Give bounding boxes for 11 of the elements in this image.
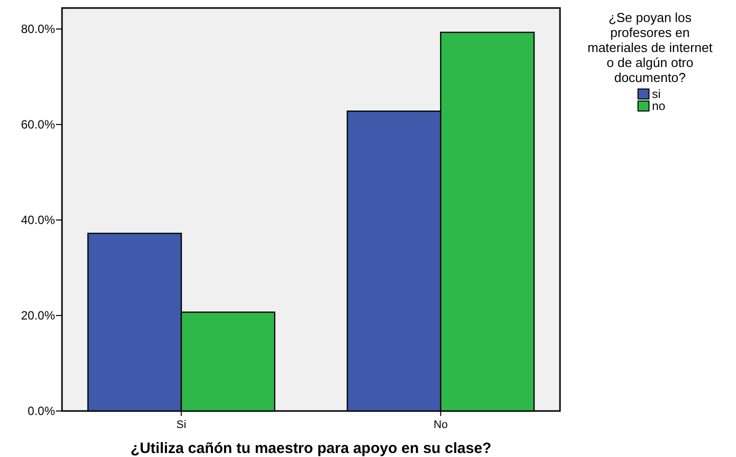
y-tick-label: 60.0% bbox=[20, 118, 56, 132]
legend-label: si bbox=[652, 87, 661, 101]
y-tick-label: 20.0% bbox=[20, 308, 56, 323]
legend-label: no bbox=[652, 99, 666, 113]
y-tick-label: 0.0% bbox=[28, 404, 56, 418]
x-axis-title: ¿Utiliza cañón tu maestro para apoyo en su clase? bbox=[130, 440, 492, 457]
y-tick-label: 40.0% bbox=[20, 213, 56, 228]
x-tick-label: No bbox=[434, 419, 448, 431]
y-tick-label: 80.0% bbox=[20, 22, 56, 36]
legend-title: ¿Se poyan los profesores en materiales de internet o de algún otro documento? bbox=[587, 10, 713, 85]
x-tick-label: Si bbox=[176, 419, 186, 431]
